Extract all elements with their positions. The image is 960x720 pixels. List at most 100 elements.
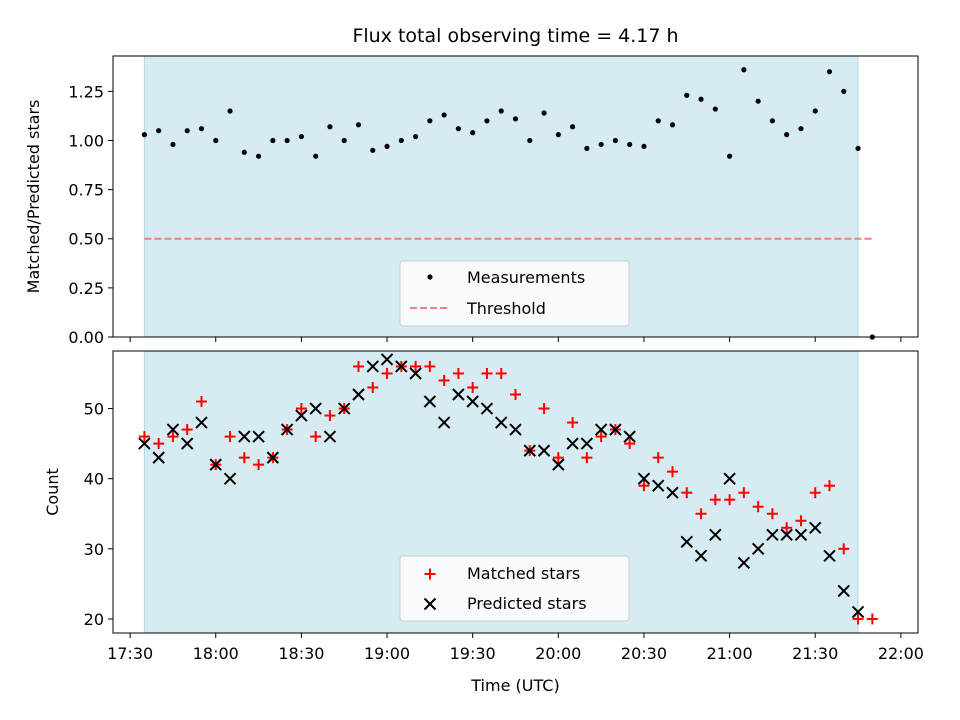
cross-stroke-b	[181, 437, 194, 450]
cross-stroke-b	[409, 367, 422, 380]
x-axis-label: Time (UTC)	[470, 676, 559, 695]
matched-star-point	[352, 360, 364, 372]
x-tick-label: 21:00	[707, 644, 753, 663]
y-tick-label: 0.00	[68, 328, 104, 347]
predicted-star-point	[594, 423, 608, 436]
predicted-star-point	[238, 430, 251, 443]
predicted-star-point	[666, 486, 679, 499]
matched-star-point	[552, 452, 564, 464]
measurement-point	[170, 141, 176, 148]
cross-stroke-b	[209, 458, 222, 471]
predicted-star-point	[309, 402, 322, 415]
predicted-star-point	[580, 437, 594, 450]
measurement-point	[241, 149, 247, 155]
cross-stroke-b	[794, 528, 808, 541]
predicted-star-point	[181, 437, 194, 450]
matched-star-point	[866, 613, 878, 625]
measurement-point	[641, 143, 647, 149]
measurement-point	[156, 128, 162, 134]
legend-predicted-marker	[423, 597, 437, 611]
measurement-point	[470, 130, 476, 136]
matched-star-point	[766, 508, 778, 520]
cross-stroke-b	[823, 549, 836, 563]
predicted-star-point	[138, 437, 151, 450]
matched-star-point	[424, 360, 436, 372]
predicted-star-point	[223, 472, 237, 485]
predicted-star-point	[395, 360, 408, 373]
x-tick-label: 18:30	[278, 644, 324, 663]
cross-stroke-b	[338, 402, 351, 415]
cross-stroke-b	[166, 423, 180, 436]
matched-star-point	[695, 508, 707, 520]
predicted-star-point	[794, 528, 808, 541]
measurement-point	[198, 126, 205, 132]
predicted-star-point	[837, 584, 850, 598]
cross-stroke-b	[637, 472, 651, 485]
measurement-point	[370, 147, 376, 153]
measurement-point	[298, 133, 305, 140]
y-tick-label: 0.25	[68, 279, 104, 298]
measurement-point	[569, 124, 576, 130]
predicted-star-point	[737, 556, 751, 570]
legend-matched-marker	[424, 568, 436, 580]
measurement-point	[341, 137, 347, 144]
cross-stroke-b	[851, 605, 865, 619]
cross-stroke-b	[423, 395, 437, 408]
count-x-ticks: 17:30 18:00 18:30 19:00 19:30 20:00 20:30 21:00…	[107, 633, 924, 663]
measurement-point	[498, 108, 504, 114]
matched-star-point	[452, 367, 464, 379]
y-tick-label: 50	[84, 400, 104, 419]
predicted-star-point	[323, 430, 337, 443]
matched-star-point	[153, 438, 165, 450]
predicted-star-point	[380, 353, 394, 366]
measurement-point	[555, 132, 561, 138]
cross-stroke-b	[751, 542, 765, 556]
legend-predicted-label: Predicted stars	[467, 594, 587, 613]
matched-star-point	[167, 431, 179, 443]
measurement-point	[784, 132, 790, 138]
matched-star-point	[467, 381, 479, 393]
measurement-point	[612, 137, 619, 144]
predicted-star-point	[495, 416, 508, 429]
measurement-point	[227, 108, 233, 114]
cross-stroke-b	[594, 423, 608, 436]
matched-star-point	[824, 480, 836, 492]
measurement-point	[355, 122, 362, 128]
matched-star-point	[567, 417, 579, 429]
measurement-point	[812, 108, 818, 114]
cross-stroke-b	[238, 430, 251, 443]
cross-stroke-b	[366, 360, 379, 373]
matched-star-point	[638, 480, 650, 492]
count-plot-frame	[112, 350, 919, 634]
measurement-point	[427, 118, 433, 124]
cross-stroke-b	[195, 416, 208, 429]
cross-stroke-b	[309, 402, 322, 415]
predicted-star-point	[209, 458, 222, 471]
predicted-star-point	[195, 416, 208, 429]
matched-star-point	[367, 381, 379, 393]
y-tick-label: 0.75	[68, 181, 104, 200]
measurement-point	[855, 145, 861, 151]
measurement-point	[712, 106, 718, 112]
cross-stroke-b	[266, 451, 280, 464]
measurement-points	[141, 67, 875, 340]
cross-stroke-b	[152, 451, 165, 464]
legend-measurements-marker	[427, 274, 433, 280]
count-legend-box	[399, 555, 630, 622]
cross-stroke-b	[323, 430, 337, 443]
ratio-x-ticks	[129, 337, 902, 342]
legend-cross	[423, 597, 437, 611]
cross-stroke-b	[609, 423, 622, 436]
matched-star-point	[495, 367, 507, 379]
predicted-star-point	[780, 528, 793, 541]
cross-stroke-b	[223, 472, 237, 485]
cross-stroke-b	[452, 388, 465, 401]
matched-star-point	[852, 613, 864, 625]
legend-matched-label: Matched stars	[467, 564, 580, 583]
predicted-star-point	[466, 395, 479, 408]
matched-star-point	[795, 515, 807, 527]
cross-stroke-b	[437, 416, 451, 429]
predicted-star-point	[652, 479, 665, 492]
matched-star-point	[681, 487, 693, 499]
matched-star-point	[195, 396, 207, 408]
